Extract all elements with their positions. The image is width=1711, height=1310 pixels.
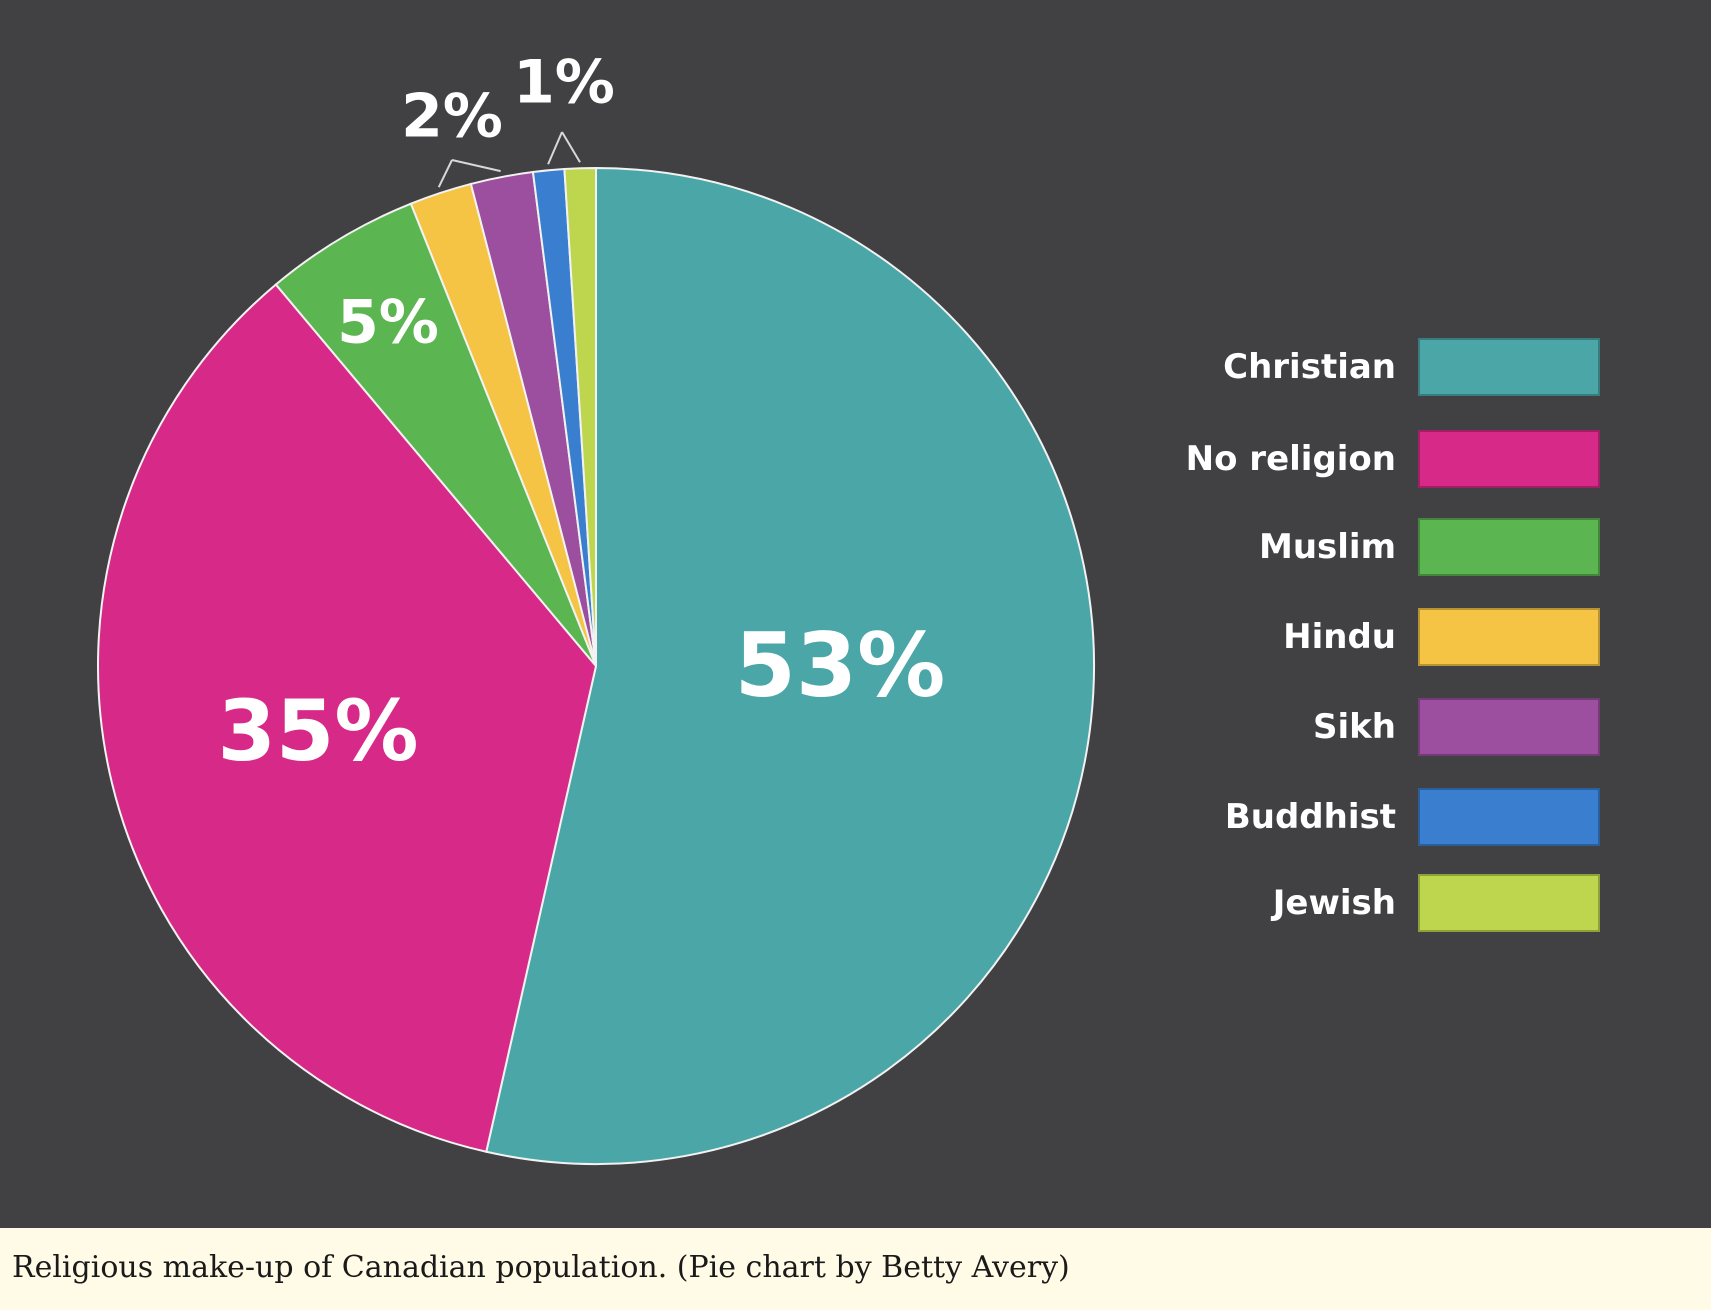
value-label-buddhist: 1% bbox=[513, 48, 615, 118]
legend-item-buddhist: Buddhist bbox=[1225, 786, 1600, 848]
caption-bar: Religious make-up of Canadian population… bbox=[0, 1228, 1711, 1310]
legend-item-christian: Christian bbox=[1223, 336, 1600, 398]
slice-jewish bbox=[563, 166, 597, 667]
leader-line-hindu bbox=[437, 159, 453, 188]
slice-christian bbox=[485, 166, 1095, 1165]
legend-label: Muslim bbox=[1258, 527, 1396, 567]
slice-labels: 53% 35% 5% 2% 1% bbox=[217, 48, 945, 780]
legend-item-hindu: Hindu bbox=[1283, 606, 1600, 668]
legend-label: Buddhist bbox=[1224, 797, 1396, 837]
value-label-christian: 53% bbox=[735, 614, 946, 717]
value-label-muslim: 5% bbox=[337, 288, 439, 358]
legend-item-no-religion: No religion bbox=[1186, 428, 1600, 490]
slice-muslim bbox=[274, 202, 597, 667]
chart-figure: 53% 35% 5% 2% 1% Christian No religion Muslim H… bbox=[0, 0, 1711, 1228]
legend-label: Sikh bbox=[1313, 707, 1396, 747]
slice-no-religion bbox=[97, 283, 598, 1153]
legend-label: Jewish bbox=[1272, 883, 1396, 923]
value-label-no-religion: 35% bbox=[217, 682, 418, 780]
pie-slices bbox=[97, 166, 1095, 1165]
legend-swatch-sikh bbox=[1418, 698, 1600, 756]
legend-item-jewish: Jewish bbox=[1273, 872, 1600, 934]
leader-lines bbox=[437, 131, 581, 188]
leader-line-sikh bbox=[451, 159, 501, 173]
legend-swatch-jewish bbox=[1418, 874, 1600, 932]
legend-label: Hindu bbox=[1283, 617, 1396, 657]
legend-swatch-buddhist bbox=[1418, 788, 1600, 846]
pie-chart: 53% 35% 5% 2% 1% bbox=[97, 48, 1095, 1165]
legend-swatch-hindu bbox=[1418, 608, 1600, 666]
legend-swatch-no-religion bbox=[1418, 430, 1600, 488]
value-label-hindu: 2% bbox=[401, 82, 503, 152]
legend-label: Christian bbox=[1223, 347, 1396, 387]
legend-item-muslim: Muslim bbox=[1259, 516, 1600, 578]
legend-label: No religion bbox=[1185, 439, 1396, 479]
legend-item-sikh: Sikh bbox=[1313, 696, 1600, 758]
leader-line-jewish bbox=[561, 131, 581, 163]
figure-caption: Religious make-up of Canadian population… bbox=[12, 1250, 1070, 1285]
legend-swatch-muslim bbox=[1418, 518, 1600, 576]
leader-line-buddhist bbox=[547, 131, 563, 165]
legend-swatch-christian bbox=[1418, 338, 1600, 396]
